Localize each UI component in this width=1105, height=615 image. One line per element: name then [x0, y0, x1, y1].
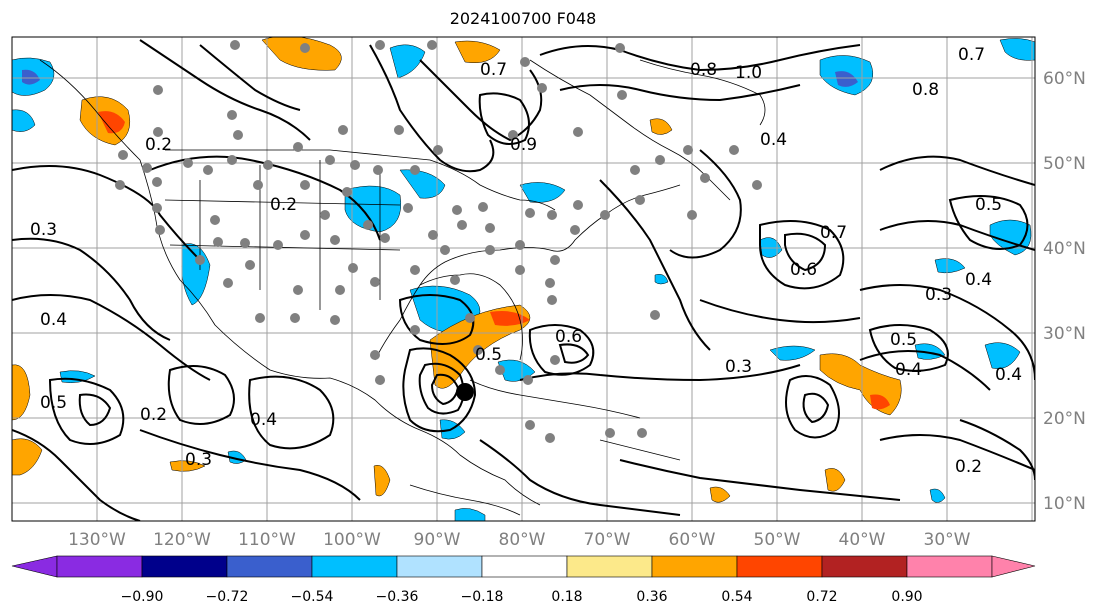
lat-label: 60°N [1043, 69, 1086, 89]
lon-label: 110°W [238, 530, 296, 550]
contour-label: 0.8 [912, 80, 939, 100]
colorbar-tick: −0.54 [291, 589, 334, 605]
contour-label: 0.4 [995, 365, 1022, 385]
contour-label: 0.2 [270, 195, 297, 215]
longitude-labels: 130°W 120°W 110°W 100°W 90°W 80°W 70°W 6… [68, 530, 971, 550]
colorbar [11, 555, 1036, 578]
contour-label: 1.0 [735, 63, 762, 83]
map-area [12, 37, 1035, 521]
graticule [12, 37, 1035, 521]
contour-label: 0.3 [725, 357, 752, 377]
colorbar-segment [991, 555, 1036, 578]
lon-label: 80°W [499, 530, 546, 550]
lon-label: 120°W [153, 530, 211, 550]
contour-label: 0.4 [760, 130, 787, 150]
contour-label: 0.4 [895, 360, 922, 380]
colorbar-segment [481, 555, 568, 578]
lat-label: 20°N [1043, 409, 1086, 429]
lon-label: 70°W [584, 530, 631, 550]
colorbar-tick: 0.36 [636, 589, 667, 605]
colorbar-tick: 0.54 [721, 589, 752, 605]
lon-label: 130°W [68, 530, 126, 550]
coastlines [39, 59, 766, 516]
colorbar-segment [821, 555, 908, 578]
contour-label: 0.5 [890, 330, 917, 350]
lat-label: 10°N [1043, 494, 1086, 514]
contour-label: 0.3 [30, 220, 57, 240]
contour-label: 0.7 [820, 223, 847, 243]
colorbar-segment [396, 555, 483, 578]
colorbar-segment [906, 555, 993, 578]
colorbar-segment [226, 555, 313, 578]
contour-label: 0.4 [250, 410, 277, 430]
contour-label: 0.5 [975, 195, 1002, 215]
colorbar-tick: −0.90 [121, 589, 164, 605]
storm-center-marker [456, 383, 474, 401]
lon-label: 50°W [754, 530, 801, 550]
latitude-labels: 60°N 50°N 40°N 30°N 20°N 10°N [1043, 69, 1086, 514]
contour-lines [12, 39, 1035, 521]
contour-label: 0.2 [140, 405, 167, 425]
contour-label: 0.4 [965, 270, 992, 290]
map-title: 2024100700 F048 [449, 9, 597, 28]
colorbar-tick: −0.72 [206, 589, 249, 605]
colorbar-segment [11, 555, 58, 578]
lon-label: 40°W [839, 530, 886, 550]
colorbar-segment [651, 555, 738, 578]
colorbar-segment [56, 555, 143, 578]
lon-label: 60°W [669, 530, 716, 550]
colorbar-segment [736, 555, 823, 578]
contour-label: 0.2 [955, 457, 982, 477]
contour-label: 0.3 [925, 285, 952, 305]
lat-label: 50°N [1043, 154, 1086, 174]
lon-label: 100°W [323, 530, 381, 550]
colorbar-segment [311, 555, 398, 578]
colorbar-tick: −0.36 [376, 589, 419, 605]
lat-label: 30°N [1043, 324, 1086, 344]
contour-label: 0.6 [790, 260, 817, 280]
contour-label: 0.7 [480, 60, 507, 80]
colorbar-tick: 0.18 [551, 589, 582, 605]
contour-label: 0.5 [475, 345, 502, 365]
colorbar-tick: 0.90 [891, 589, 922, 605]
contour-label: 0.6 [555, 327, 582, 347]
contour-label: 0.4 [40, 310, 67, 330]
observation-stations [115, 40, 762, 443]
colorbar-segment [566, 555, 653, 578]
contour-label: 0.5 [40, 393, 67, 413]
map-frame [11, 36, 1036, 522]
lon-label: 30°W [924, 530, 971, 550]
contour-label: 0.3 [185, 450, 212, 470]
colorbar-segment [141, 555, 228, 578]
lat-label: 40°N [1043, 239, 1086, 259]
contour-label: 0.2 [145, 135, 172, 155]
contour-label: 0.7 [958, 45, 985, 65]
shaded-anomaly-regions [12, 37, 1035, 521]
contour-label: 0.8 [690, 60, 717, 80]
colorbar-tick: −0.18 [461, 589, 504, 605]
contour-label: 0.9 [510, 135, 537, 155]
colorbar-ticks: −0.90 −0.72 −0.54 −0.36 −0.18 0.18 0.36 … [121, 589, 923, 605]
contour-labels: 0.8 1.0 0.7 0.8 0.9 0.7 0.3 0.4 0.5 0.2 … [30, 45, 1022, 477]
lon-label: 90°W [414, 530, 461, 550]
colorbar-tick: 0.72 [806, 589, 837, 605]
